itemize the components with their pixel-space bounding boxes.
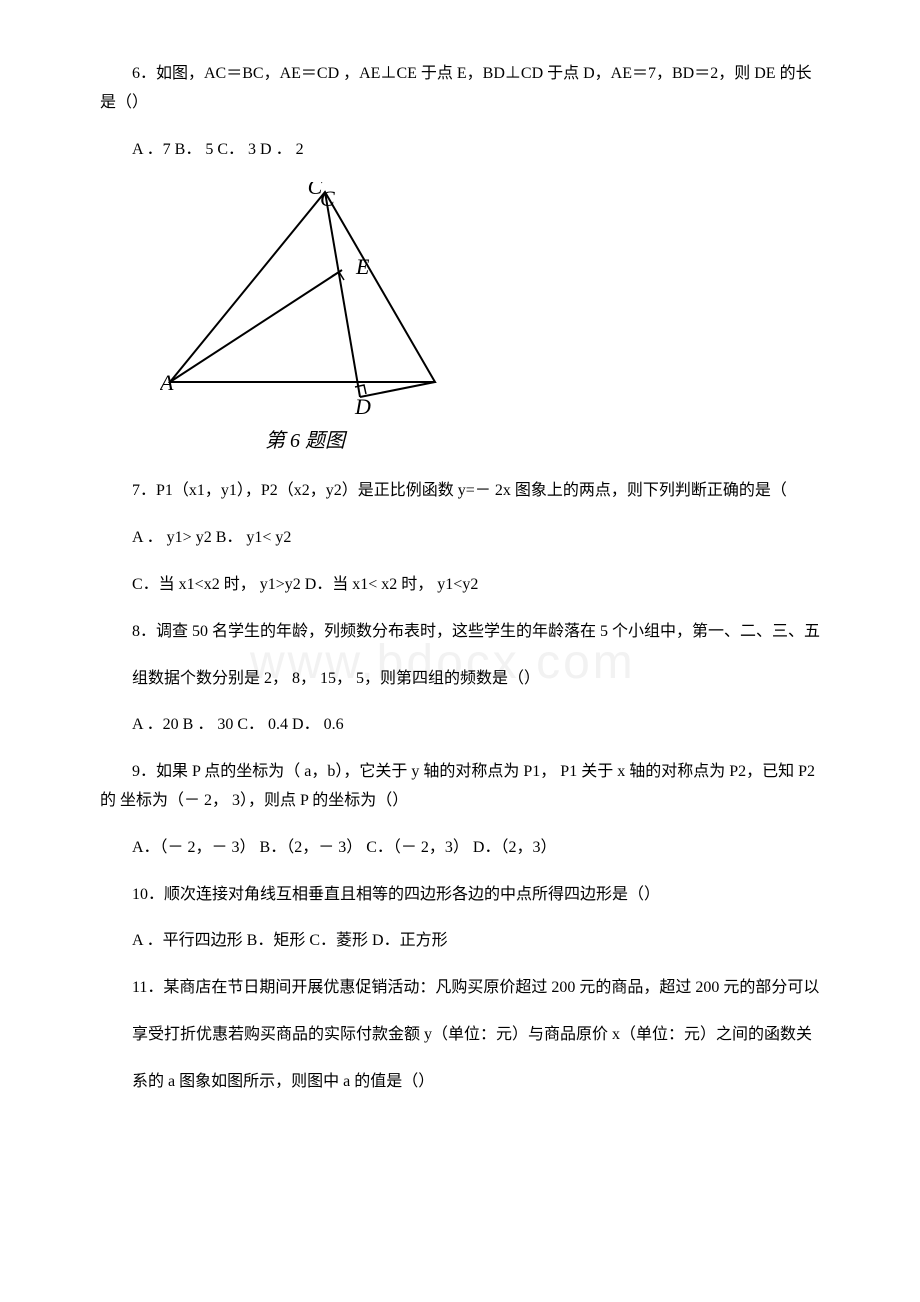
q9-stem: 9．如果 P 点的坐标为（ a，b），它关于 y 轴的对称点为 P1， P1 关… bbox=[100, 758, 820, 816]
q7-stem: 7．P1（x1，y1），P2（x2，y2）是正比例函数 y=－ 2x 图象上的两… bbox=[100, 477, 820, 506]
q11-line3: 系的 a 图象如图所示，则图中 a 的值是（） bbox=[100, 1068, 820, 1097]
q11-stem: 11．某商店在节日期间开展优惠促销活动：凡购买原价超过 200 元的商品，超过 … bbox=[100, 974, 820, 1003]
triangle-outline bbox=[170, 192, 435, 382]
q7-options-1: A ． y1> y2 B． y1< y2 bbox=[100, 524, 820, 553]
line-AE bbox=[170, 270, 342, 382]
q6-figure-caption: 第 6 题图 bbox=[160, 423, 450, 459]
triangle-figure-svg: A C C E D bbox=[160, 182, 450, 417]
label-A: A bbox=[160, 370, 174, 395]
right-angle-D bbox=[355, 385, 366, 394]
q9-options: A．（－ 2，－ 3） B．（2，－ 3） C．（－ 2，3） D．（2，3） bbox=[100, 834, 820, 863]
q6-figure: A C C E D 第 6 题图 bbox=[160, 182, 820, 459]
q8-line2: 组数据个数分别是 2， 8， 15， 5，则第四组的频数是（） bbox=[100, 665, 820, 694]
q10-stem: 10．顺次连接对角线互相垂直且相等的四边形各边的中点所得四边形是（） bbox=[100, 881, 820, 910]
q6-options: A ．7 B． 5 C． 3 D ． 2 bbox=[100, 136, 820, 165]
q8-options: A ．20 B ． 30 C． 0.4 D． 0.6 bbox=[100, 711, 820, 740]
label-C-real: C bbox=[308, 182, 323, 199]
q8-stem: 8．调查 50 名学生的年龄，列频数分布表时，这些学生的年龄落在 5 个小组中，… bbox=[100, 618, 820, 647]
q11-line2: 享受打折优惠若购买商品的实际付款金额 y（单位：元）与商品原价 x（单位：元）之… bbox=[100, 1021, 820, 1050]
line-BD bbox=[360, 382, 435, 397]
q6-stem: 6．如图，AC＝BC，AE＝CD ，AE⊥CE 于点 E，BD⊥CD 于点 D，… bbox=[100, 60, 820, 118]
label-D: D bbox=[354, 394, 371, 417]
label-E: E bbox=[355, 254, 370, 279]
q7-options-2: C．当 x1<x2 时， y1>y2 D．当 x1< x2 时， y1<y2 bbox=[100, 571, 820, 600]
q10-options: A ．平行四边形 B．矩形 C．菱形 D．正方形 bbox=[100, 927, 820, 956]
